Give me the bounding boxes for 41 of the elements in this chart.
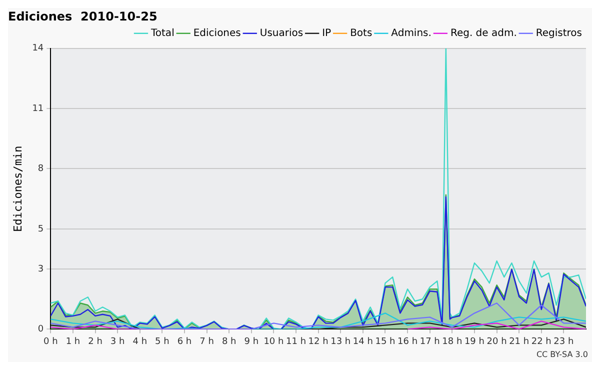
x-tick-label: 8 h xyxy=(222,336,236,347)
y-tick-label: 14 xyxy=(32,44,44,54)
x-tick-label: 5 h xyxy=(155,336,170,347)
x-tick-label: 19 h xyxy=(464,336,484,347)
chart-title: Ediciones 2010-10-25 xyxy=(8,9,158,24)
x-tick-label: 13 h xyxy=(330,336,351,347)
legend-label: Bots xyxy=(350,28,372,39)
x-tick-label: 15 h xyxy=(375,336,396,347)
x-tick-label: 20 h xyxy=(486,336,507,347)
x-tick-label: 23 h xyxy=(554,336,574,347)
y-axis-title: Ediciones/min xyxy=(11,146,24,232)
x-tick-label: 10 h xyxy=(264,336,284,347)
x-tick-label: 3 h xyxy=(110,336,125,347)
x-tick-label: 2 h xyxy=(88,336,102,347)
y-tick-label: 0 xyxy=(38,324,44,335)
legend-label: Usuarios xyxy=(260,28,304,39)
legend-label: Reg. de adm. xyxy=(450,28,517,39)
x-tick-label: 11 h xyxy=(286,336,306,347)
x-tick-label: 6 h xyxy=(177,336,192,347)
y-tick-label: 5 xyxy=(38,224,44,234)
x-tick-label: 21 h xyxy=(509,336,530,347)
x-tick-label: 12 h xyxy=(308,336,328,347)
legend-label: Admins. xyxy=(391,28,432,39)
x-tick-label: 18 h xyxy=(442,336,462,347)
x-tick-label: 14 h xyxy=(352,336,373,347)
legend-label: Total xyxy=(150,28,174,39)
y-tick-label: 11 xyxy=(32,104,44,114)
legend-label: IP xyxy=(322,28,332,39)
x-tick-label: 4 h xyxy=(132,336,148,347)
x-tick-label: 9 h xyxy=(244,336,259,347)
x-tick-label: 16 h xyxy=(398,336,418,347)
text: CC BY-SA 3.0 xyxy=(536,350,588,360)
x-tick-label: 7 h xyxy=(200,336,214,347)
x-tick-label: 1 h xyxy=(66,336,80,347)
legend-label: Ediciones xyxy=(193,28,241,39)
legend-label: Registros xyxy=(536,28,582,39)
x-tick-label: 17 h xyxy=(420,336,440,347)
y-tick-label: 8 xyxy=(38,164,44,174)
x-tick-label: 22 h xyxy=(531,336,552,347)
x-tick-label: 0 h xyxy=(44,336,58,347)
y-tick-label: 3 xyxy=(38,264,44,274)
